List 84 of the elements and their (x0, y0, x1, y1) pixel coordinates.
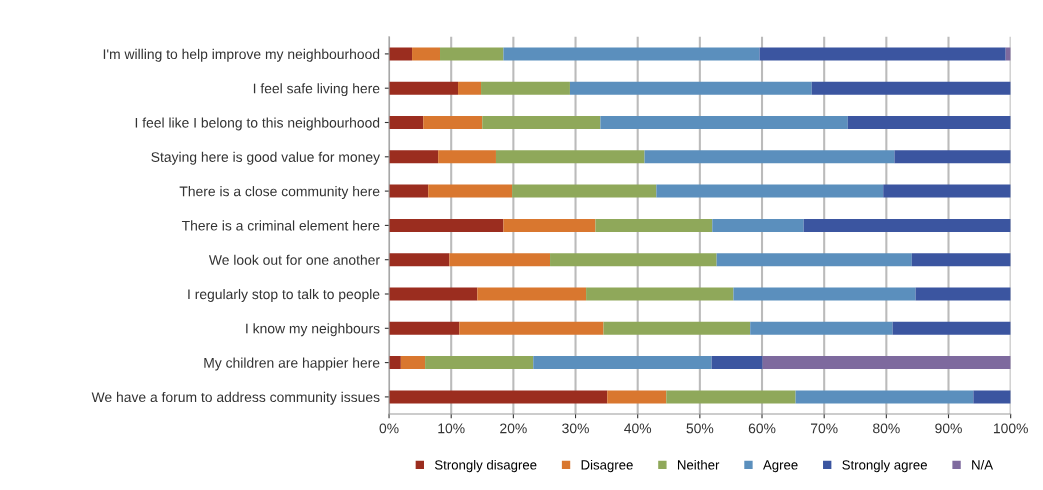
bar (503, 218, 596, 232)
legend-label: Strongly disagree (434, 459, 537, 473)
bar (733, 287, 916, 301)
x-tick-label: 40% (624, 423, 652, 434)
bar (716, 253, 912, 267)
bar (482, 115, 601, 130)
bar (603, 321, 751, 335)
y-tick-label: There is a close community here (179, 186, 380, 200)
bar (762, 356, 1011, 370)
bar (425, 356, 534, 370)
y-tick-label: I know my neighbours (246, 323, 380, 337)
bar (644, 150, 895, 164)
bar (666, 390, 796, 404)
bar (459, 321, 604, 335)
bar (750, 321, 893, 335)
legend-label: Disagree (581, 459, 633, 473)
bar (495, 150, 645, 164)
x-tick-label: 90% (935, 423, 962, 434)
bar (892, 321, 1011, 335)
legend-label: Agree (763, 460, 798, 473)
x-tick-label: 30% (562, 423, 589, 434)
bar (656, 184, 884, 198)
bar (847, 115, 1011, 130)
bar (449, 253, 551, 267)
bar (389, 356, 401, 370)
bar (389, 47, 413, 61)
y-tick-label: There is a criminal element here (181, 220, 380, 231)
bar (503, 47, 760, 61)
bar (389, 81, 459, 95)
legend-label: N/A (972, 459, 994, 470)
bar (481, 81, 570, 95)
bar (389, 390, 608, 404)
y-tick-label: We look out for one another (208, 254, 380, 265)
bar (389, 253, 450, 267)
x-tick-label: 100% (993, 423, 1028, 434)
bar (711, 356, 763, 370)
bar (400, 356, 426, 370)
bar (389, 321, 460, 335)
bar (423, 115, 483, 130)
bar (607, 390, 667, 404)
bar (389, 184, 429, 198)
bar (389, 287, 478, 301)
bar (477, 287, 587, 301)
bar (458, 81, 482, 95)
bar (569, 81, 812, 95)
y-tick-label: I feel safe living here (253, 83, 380, 97)
x-tick-label: 70% (810, 423, 838, 434)
bar (973, 390, 1011, 404)
bar (389, 150, 439, 164)
x-tick-label: 50% (686, 423, 714, 434)
bar (512, 184, 657, 198)
bar (759, 47, 1006, 61)
bar (894, 150, 1011, 164)
x-tick-label: 0% (379, 423, 399, 434)
y-tick-label: I regularly stop to talk to people (188, 288, 380, 302)
x-tick-label: 60% (748, 423, 776, 434)
bar (533, 356, 712, 370)
bar (440, 47, 504, 61)
x-tick-label: 80% (873, 423, 900, 434)
bar (795, 390, 974, 404)
bar (915, 287, 1011, 301)
bar (811, 81, 1011, 95)
x-tick-label: 20% (500, 423, 527, 434)
bar (911, 253, 1011, 267)
y-tick-label: We have a forum to address community issues (91, 391, 380, 405)
bar (389, 115, 424, 130)
bar (712, 218, 804, 232)
bar (883, 184, 1011, 198)
bar (389, 218, 504, 232)
y-tick-label: I'm willing to help improve my neighbourhood (103, 48, 380, 62)
bar (428, 184, 513, 198)
y-tick-label: I feel like I belong to this neighbourhood (135, 117, 380, 131)
bar (600, 115, 848, 130)
bar (412, 47, 441, 61)
bar (438, 150, 496, 164)
y-tick-label: Staying here is good value for money (151, 151, 380, 165)
bar (595, 218, 713, 232)
bar (550, 253, 717, 267)
bar (803, 218, 1011, 232)
legend-label: Neither (677, 459, 720, 470)
bar (586, 287, 734, 301)
x-tick-label: 10% (438, 423, 465, 434)
y-tick-label: My children are happier here (204, 357, 380, 371)
legend-label: Strongly agree (842, 459, 927, 473)
